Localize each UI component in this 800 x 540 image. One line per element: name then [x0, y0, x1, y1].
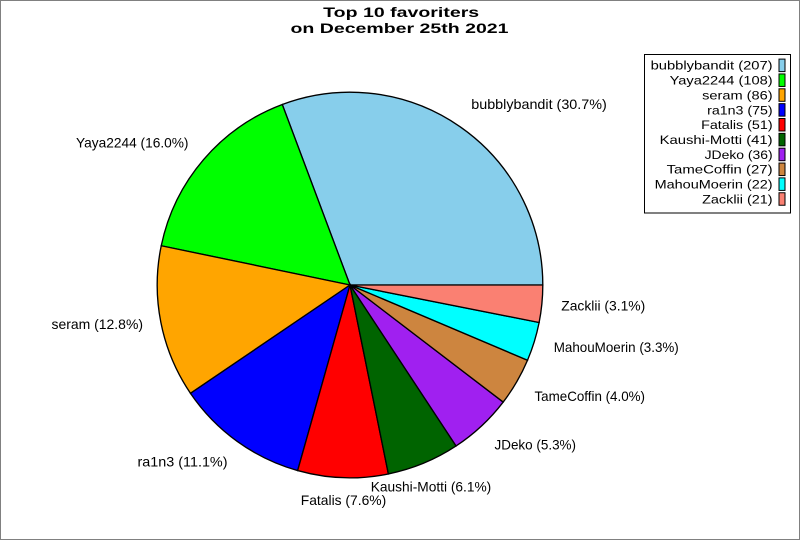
svg-text:MahouMoerin (22): MahouMoerin (22)	[655, 178, 773, 192]
svg-text:TameCoffin (27): TameCoffin (27)	[667, 163, 773, 177]
svg-text:seram (12.8%): seram (12.8%)	[52, 316, 144, 332]
svg-text:TameCoffin (4.0%): TameCoffin (4.0%)	[535, 388, 646, 404]
svg-text:Fatalis (7.6%): Fatalis (7.6%)	[301, 492, 387, 508]
svg-text:Top 10 favoriters: Top 10 favoriters	[323, 4, 479, 20]
svg-text:bubblybandit (30.7%): bubblybandit (30.7%)	[471, 96, 607, 112]
svg-text:MahouMoerin (3.3%): MahouMoerin (3.3%)	[554, 339, 679, 355]
svg-text:Yaya2244 (108): Yaya2244 (108)	[670, 74, 773, 88]
svg-text:on December 25th 2021: on December 25th 2021	[291, 20, 509, 36]
svg-text:ra1n3 (11.1%): ra1n3 (11.1%)	[138, 454, 228, 470]
svg-text:Yaya2244 (16.0%): Yaya2244 (16.0%)	[76, 135, 189, 151]
svg-text:ra1n3 (75): ra1n3 (75)	[707, 103, 773, 117]
svg-text:Zacklii (3.1%): Zacklii (3.1%)	[561, 298, 645, 314]
svg-text:Zacklii (21): Zacklii (21)	[702, 192, 773, 206]
svg-text:Kaushi-Motti (41): Kaushi-Motti (41)	[660, 133, 773, 147]
svg-text:Fatalis (51): Fatalis (51)	[701, 118, 773, 132]
svg-text:Kaushi-Motti (6.1%): Kaushi-Motti (6.1%)	[371, 479, 492, 495]
svg-text:JDeko (5.3%): JDeko (5.3%)	[495, 436, 577, 452]
svg-text:JDeko (36): JDeko (36)	[705, 148, 773, 162]
svg-text:bubblybandit (207): bubblybandit (207)	[651, 59, 773, 73]
svg-text:seram (86): seram (86)	[702, 88, 773, 102]
